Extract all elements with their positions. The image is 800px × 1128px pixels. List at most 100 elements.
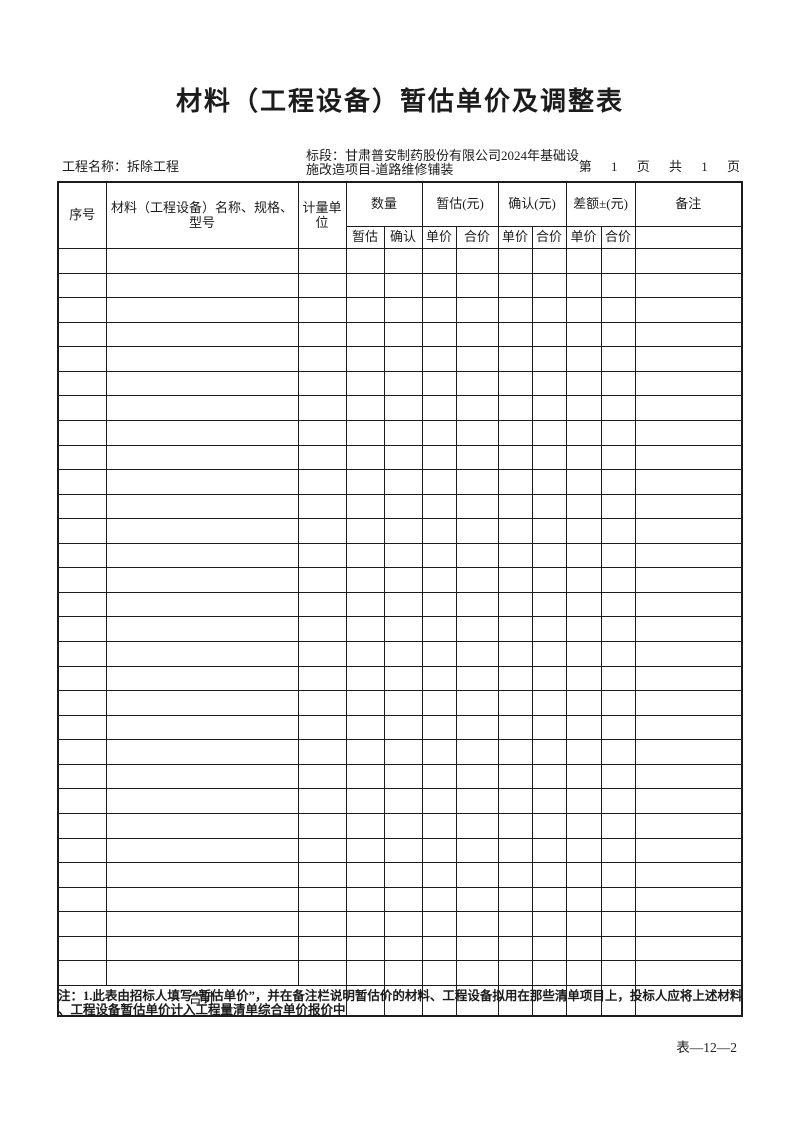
empty-cell [421,395,457,421]
total-empty-cell [634,984,743,1017]
empty-cell [531,248,567,274]
empty-cell [57,321,107,348]
empty-cell [634,272,743,299]
empty-cell [383,248,423,274]
empty-cell [421,935,457,962]
empty-cell [600,641,636,667]
empty-cell [297,911,347,937]
empty-cell [421,886,457,913]
empty-cell [57,911,107,937]
empty-cell [383,665,423,692]
empty-cell [497,542,533,569]
empty-cell [565,935,602,962]
empty-cell [455,714,499,741]
empty-cell [634,788,743,814]
table-row [57,763,743,790]
empty-cell [634,960,743,986]
empty-cell [565,616,602,642]
empty-cell [455,272,499,299]
empty-cell [297,935,347,962]
empty-cell [455,591,499,618]
empty-cell [57,591,107,618]
subcol-conf-unitprice: 单价 [497,226,533,249]
empty-cell [421,665,457,692]
table-row [57,665,743,692]
empty-cell [383,837,423,864]
empty-cell [497,567,533,593]
empty-cell [531,346,567,372]
empty-cell [634,763,743,790]
footnote: 注：1.此表由招标人填写“暂估单价”，并在备注栏说明暂估价的材料、工程设备拟用在… [58,989,746,1017]
empty-cell [531,665,567,692]
empty-cell [565,862,602,888]
empty-cell [600,567,636,593]
empty-cell [497,518,533,544]
empty-cell [421,616,457,642]
empty-cell [497,690,533,716]
empty-cell [455,518,499,544]
empty-cell [345,395,385,421]
empty-cell [600,788,636,814]
total-label-cell: 合计 [57,984,347,1017]
empty-cell [531,714,567,741]
empty-cell [345,272,385,299]
empty-cell [600,444,636,471]
empty-cell [421,419,457,446]
total-page-number: 1 [701,159,708,174]
empty-cell [57,739,107,765]
empty-cell [634,518,743,544]
total-empty-cell [421,984,457,1017]
col-header-seq: 序号 [57,181,107,249]
col-group-confirm: 确认(元) [497,181,567,227]
col-header-remark: 备注 [634,181,743,227]
empty-cell [297,665,347,692]
empty-cell [105,469,299,495]
empty-cell [345,346,385,372]
table-row [57,788,743,814]
table-row [57,690,743,716]
empty-cell [383,395,423,421]
empty-cell [455,911,499,937]
empty-cell [600,935,636,962]
empty-cell [455,812,499,839]
empty-cell [634,248,743,274]
empty-cell [345,641,385,667]
empty-cell [57,542,107,569]
empty-cell [105,690,299,716]
table-body [57,248,743,986]
empty-cell [297,297,347,323]
empty-cell [383,346,423,372]
empty-cell [57,567,107,593]
empty-cell [345,297,385,323]
empty-cell [383,444,423,471]
empty-cell [634,911,743,937]
empty-cell [105,616,299,642]
empty-cell [565,567,602,593]
empty-cell [297,616,347,642]
empty-cell [600,395,636,421]
empty-cell [105,788,299,814]
empty-cell [634,493,743,520]
empty-cell [57,395,107,421]
empty-cell [565,690,602,716]
empty-cell [297,321,347,348]
empty-cell [105,297,299,323]
empty-cell [345,665,385,692]
col-header-material-name: 材料（工程设备）名称、规格、型号 [105,181,299,249]
empty-cell [565,739,602,765]
table-row [57,739,743,765]
empty-cell [531,812,567,839]
empty-cell [57,690,107,716]
empty-cell [297,886,347,913]
empty-cell [565,714,602,741]
empty-cell [634,641,743,667]
empty-cell [105,739,299,765]
empty-cell [455,321,499,348]
empty-cell [531,763,567,790]
empty-cell [565,493,602,520]
empty-cell [531,419,567,446]
estimate-price-table: 序号 材料（工程设备）名称、规格、型号 计量单位 数量 暂估(元) 确认(元) … [57,181,744,1017]
empty-cell [497,812,533,839]
empty-cell [531,739,567,765]
empty-cell [455,837,499,864]
